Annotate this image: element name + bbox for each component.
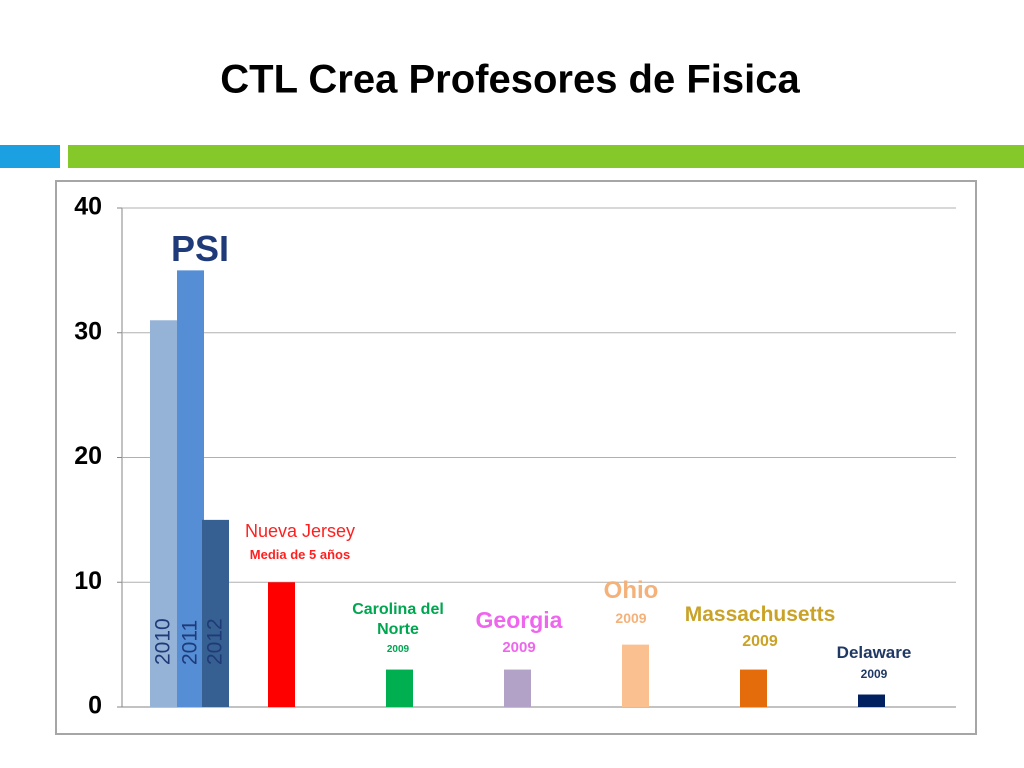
bar <box>202 519 229 707</box>
year-label: 2010 <box>152 618 175 665</box>
year-label: 2011 <box>179 620 202 665</box>
bar <box>386 669 413 707</box>
accent-bar <box>0 145 60 168</box>
group-label: Ohio <box>603 577 659 604</box>
group-note: 2009 <box>742 633 778 650</box>
y-tick-label: 0 <box>88 692 102 720</box>
group-note: 2009 <box>860 667 888 681</box>
bar <box>268 582 295 707</box>
bar <box>150 320 177 707</box>
group-note: 2009 <box>615 610 647 626</box>
y-tick-label: 30 <box>74 317 102 345</box>
bar <box>858 694 885 707</box>
y-tick-label: 20 <box>74 442 102 470</box>
group-note: 2009 <box>386 644 410 655</box>
group-note: Media de 5 años <box>249 547 351 562</box>
year-label: 2012 <box>204 618 227 665</box>
bar <box>504 669 531 707</box>
bar <box>740 669 767 707</box>
title: CTL Crea Profesores de Fisica <box>220 58 800 102</box>
group-label: Delaware <box>836 643 912 662</box>
bar <box>177 270 204 707</box>
y-tick-label: 10 <box>74 567 102 595</box>
group-label: Carolina del Norte <box>352 601 444 638</box>
accent-bar <box>68 145 1024 168</box>
group-label: Georgia <box>475 607 563 633</box>
group-label: PSI <box>170 228 230 269</box>
bar <box>622 644 649 707</box>
group-note: 2009 <box>502 639 536 656</box>
group-label: Massachusetts <box>684 603 836 626</box>
group-label: Nueva Jersey <box>244 521 356 541</box>
y-tick-label: 40 <box>74 193 102 221</box>
